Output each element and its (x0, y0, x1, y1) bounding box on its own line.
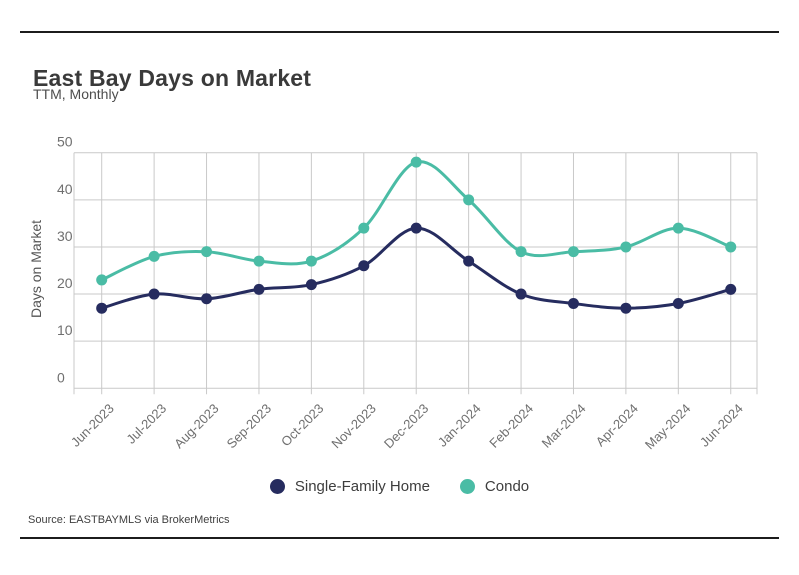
data-point (672, 297, 684, 309)
data-point (620, 302, 632, 314)
svg-text:20: 20 (57, 275, 73, 291)
data-point (567, 246, 579, 258)
data-point (358, 222, 370, 234)
data-point (358, 260, 370, 272)
svg-text:0: 0 (57, 369, 65, 385)
data-point (620, 241, 632, 253)
data-point (201, 293, 213, 305)
svg-text:Mar-2024: Mar-2024 (539, 401, 589, 451)
svg-text:Jul-2023: Jul-2023 (123, 401, 169, 447)
svg-text:Nov-2023: Nov-2023 (328, 401, 378, 451)
data-point (96, 302, 108, 314)
gridlines (73, 152, 758, 395)
source-text: Source: EASTBAYMLS via BrokerMetrics (28, 514, 230, 526)
data-point (567, 297, 579, 309)
line-chart: 0 10 20 30 40 50 Jun-2023 Jul-2023 Aug-2023 Sep-2… (57, 134, 758, 452)
data-point (410, 156, 422, 168)
svg-text:Aug-2023: Aug-2023 (171, 401, 221, 451)
data-point (463, 194, 475, 206)
single-family-home-swatch-icon (269, 479, 285, 494)
data-point (725, 241, 737, 253)
data-point (148, 250, 160, 262)
data-point (463, 255, 475, 267)
svg-text:Dec-2023: Dec-2023 (381, 401, 431, 451)
svg-text:Jun-2024: Jun-2024 (697, 401, 746, 450)
data-point (672, 222, 684, 234)
svg-text:Apr-2024: Apr-2024 (593, 401, 641, 449)
data-point (410, 222, 422, 234)
data-point (515, 246, 527, 258)
data-point (253, 255, 265, 267)
data-point-markers (96, 156, 737, 314)
bottom-rule (20, 537, 779, 539)
svg-text:40: 40 (57, 181, 73, 197)
svg-text:Feb-2024: Feb-2024 (486, 401, 536, 451)
data-point (305, 279, 317, 291)
svg-text:Sep-2023: Sep-2023 (224, 401, 274, 451)
page-subtitle: TTM, Monthly (33, 86, 119, 102)
svg-text:10: 10 (57, 322, 73, 338)
svg-text:May-2024: May-2024 (642, 401, 693, 452)
svg-text:50: 50 (57, 134, 73, 150)
legend-item-condo: Condo (459, 478, 530, 495)
svg-text:Jun-2023: Jun-2023 (68, 401, 117, 450)
svg-text:Jan-2024: Jan-2024 (435, 401, 484, 450)
legend-label: Condo (484, 478, 530, 495)
data-point (96, 274, 108, 286)
data-point (201, 246, 213, 258)
legend-item-single-family-home: Single-Family Home (269, 478, 430, 495)
top-rule (20, 31, 779, 33)
data-point (305, 255, 317, 267)
chart-legend: Single-Family Home Condo (0, 478, 799, 495)
data-point (148, 288, 160, 300)
legend-label: Single-Family Home (294, 478, 430, 495)
svg-text:30: 30 (57, 228, 73, 244)
data-point (253, 283, 265, 295)
condo-swatch-icon (459, 479, 475, 494)
data-point (725, 283, 737, 295)
page-title: East Bay Days on Market (33, 65, 312, 92)
svg-text:Oct-2023: Oct-2023 (278, 401, 326, 449)
data-point (515, 288, 527, 300)
